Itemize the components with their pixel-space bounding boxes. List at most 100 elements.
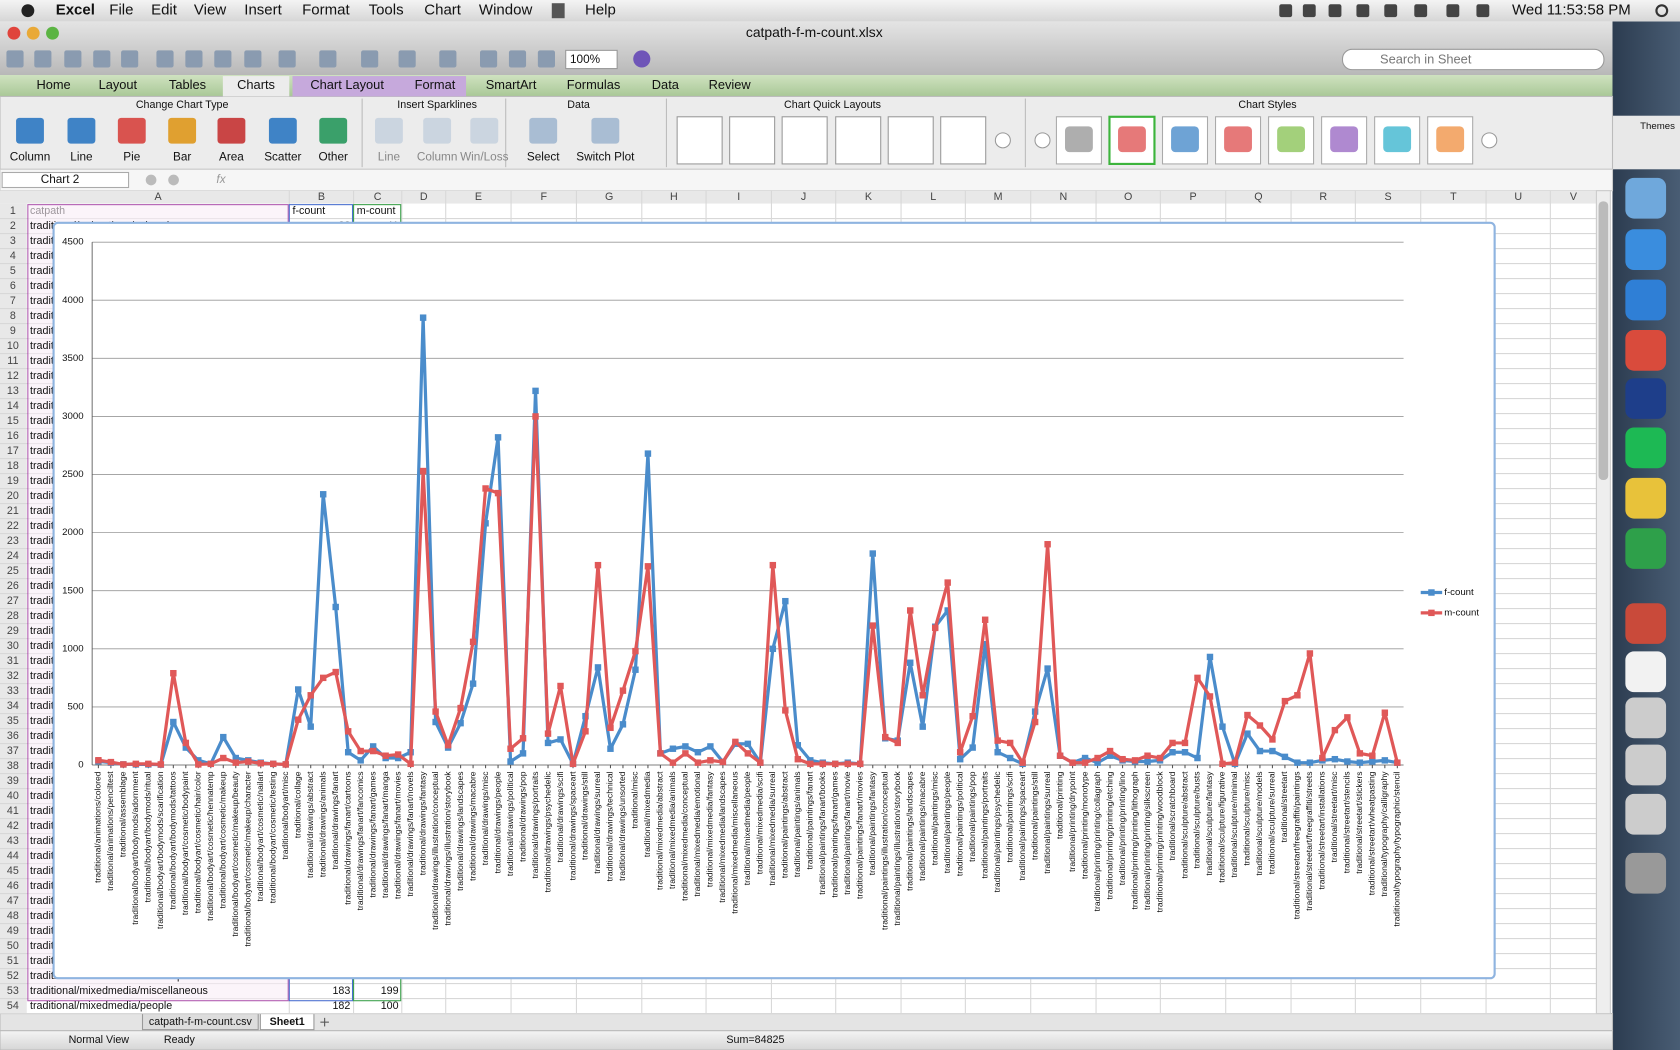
dock-icon[interactable] — [1625, 793, 1667, 835]
toolbar-button[interactable] — [156, 50, 174, 68]
sheet-tab-label[interactable]: Sheet1 — [270, 1016, 305, 1028]
ribbon-button-icon[interactable] — [168, 117, 197, 144]
ribbon-button-icon[interactable] — [591, 117, 620, 144]
menu-item[interactable]: Format — [302, 2, 350, 19]
menu-item[interactable]: Help — [585, 2, 616, 19]
toolbar-button[interactable] — [6, 50, 24, 68]
toolbar-button[interactable] — [121, 50, 139, 68]
toolbar-button[interactable] — [185, 50, 203, 68]
ribbon-tab[interactable]: Home — [36, 77, 70, 92]
toolbar-button[interactable] — [361, 50, 379, 68]
ribbon-button-icon[interactable] — [319, 117, 348, 144]
ribbon-button-icon[interactable] — [529, 117, 558, 144]
quick-layout-thumb[interactable] — [940, 116, 987, 165]
zoom-button[interactable] — [46, 26, 59, 40]
dock-icon[interactable] — [1625, 330, 1667, 371]
dock-icon[interactable] — [1625, 697, 1667, 739]
ribbon-button[interactable]: Select — [527, 151, 560, 164]
ribbon-button-icon[interactable] — [217, 117, 246, 144]
dock-icon[interactable] — [1625, 427, 1667, 469]
scroll-right[interactable] — [994, 132, 1011, 149]
ribbon-button[interactable]: Win/Loss — [460, 151, 509, 164]
ribbon-button-icon[interactable] — [16, 117, 44, 144]
quick-layout-thumb[interactable] — [835, 116, 882, 165]
name-box[interactable] — [1, 171, 130, 189]
status-sum[interactable]: Sum=84825 — [726, 1034, 784, 1046]
toolbar-button[interactable] — [214, 50, 232, 68]
dock-icon[interactable] — [1625, 744, 1667, 786]
dock-icon[interactable] — [1625, 528, 1667, 569]
help-button[interactable] — [633, 50, 651, 68]
ribbon-tab[interactable]: Formulas — [567, 77, 621, 92]
status-view[interactable]: Normal View — [69, 1034, 130, 1046]
toolbar-button[interactable] — [319, 50, 337, 68]
ribbon-tab[interactable]: Data — [652, 77, 680, 92]
ribbon-button[interactable]: Line — [378, 151, 401, 164]
toolbar-button[interactable] — [480, 50, 498, 68]
ribbon-tab[interactable]: Tables — [169, 77, 206, 92]
toolbar-button[interactable] — [34, 50, 52, 68]
toolbar-button[interactable] — [244, 50, 262, 68]
dock-icon[interactable] — [1625, 279, 1667, 321]
close-button[interactable] — [7, 26, 21, 40]
ribbon-tab[interactable]: Charts — [237, 77, 275, 92]
dock-icon[interactable] — [1625, 477, 1667, 519]
menu-item[interactable]: Chart — [424, 2, 462, 19]
minimize-button[interactable] — [26, 26, 40, 40]
zoom-box[interactable] — [565, 49, 618, 70]
scroll-right[interactable] — [1481, 132, 1498, 149]
ribbon-button-icon[interactable] — [67, 117, 96, 144]
chart-area[interactable] — [52, 221, 1496, 980]
quick-layout-thumb[interactable] — [676, 116, 723, 165]
ribbon-button-icon[interactable] — [375, 117, 403, 144]
dock-icon[interactable] — [1625, 177, 1667, 219]
quick-layout-thumb[interactable] — [781, 116, 828, 165]
toolbar-button[interactable] — [278, 50, 296, 68]
toolbar-button[interactable] — [508, 50, 527, 68]
toolbar-button[interactable] — [537, 50, 556, 68]
ribbon-button-icon[interactable] — [117, 117, 146, 144]
ribbon-button-icon[interactable] — [268, 117, 297, 144]
ribbon-tab[interactable]: Layout — [99, 77, 138, 92]
scroll-left[interactable] — [1034, 132, 1051, 149]
ribbon-button[interactable]: Other — [318, 151, 348, 164]
ribbon-button[interactable]: Pie — [123, 151, 140, 164]
ribbon-tab[interactable]: SmartArt — [486, 77, 537, 92]
app-menu[interactable]: Excel — [56, 2, 95, 19]
dock-icon[interactable] — [1625, 651, 1667, 693]
quick-layout-thumb[interactable] — [729, 116, 776, 165]
menu-item[interactable]: Window — [479, 2, 533, 19]
dock-icon[interactable] — [1625, 378, 1667, 419]
menu-item[interactable]: Tools — [369, 2, 404, 19]
scroll-thumb[interactable] — [1598, 201, 1609, 481]
quick-layout-thumb[interactable] — [887, 116, 934, 165]
spotlight[interactable] — [1655, 4, 1669, 18]
menu-item[interactable]: View — [194, 2, 226, 19]
ribbon-button[interactable]: Column — [10, 151, 51, 164]
sheet-tab-label[interactable]: catpath-f-m-count.csv — [149, 1016, 253, 1028]
script-menu[interactable] — [551, 3, 565, 19]
ribbon-tab[interactable]: Review — [709, 77, 752, 92]
ribbon-tab[interactable]: Chart Layout — [310, 77, 384, 92]
dock-icon[interactable] — [1625, 603, 1667, 644]
ribbon-button[interactable]: Line — [70, 151, 93, 164]
toolbar-button[interactable] — [439, 50, 457, 68]
ribbon-button[interactable]: Area — [219, 151, 244, 164]
ribbon-button-icon[interactable] — [423, 117, 452, 144]
menu-item[interactable]: Insert — [244, 2, 282, 19]
search-field[interactable] — [1341, 48, 1605, 71]
ribbon-button[interactable]: Column — [417, 151, 458, 164]
toolbar-button[interactable] — [64, 50, 82, 68]
dock-icon[interactable] — [1625, 852, 1667, 894]
menu-item[interactable]: File — [109, 2, 133, 19]
menu-item[interactable]: Edit — [151, 2, 178, 19]
apple-menu[interactable] — [21, 4, 35, 18]
toolbar-button[interactable] — [93, 50, 111, 68]
ribbon-button[interactable]: Bar — [173, 151, 191, 164]
ribbon-button[interactable]: Switch Plot — [576, 151, 635, 164]
ribbon-tab[interactable]: Format — [415, 77, 456, 92]
ribbon-button[interactable]: Scatter — [264, 151, 301, 164]
toolbar-button[interactable] — [398, 50, 416, 68]
ribbon-button-icon[interactable] — [470, 117, 499, 144]
dock-icon[interactable] — [1625, 229, 1667, 271]
